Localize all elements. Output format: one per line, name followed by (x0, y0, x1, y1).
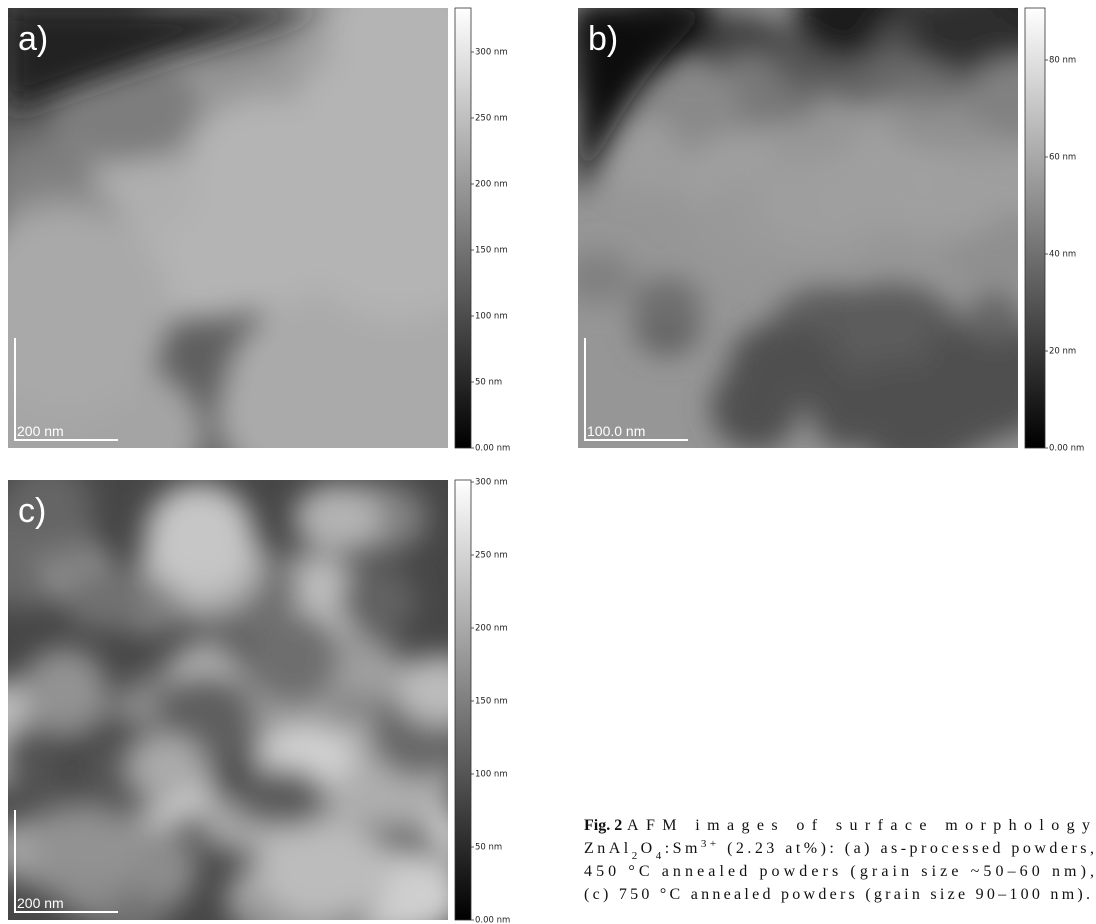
grain (22, 648, 108, 734)
grain (966, 59, 1065, 138)
colorbar-tick-label: 300 nm (475, 48, 508, 58)
colorbar (1025, 8, 1045, 448)
colorbar-tick-label: 100 nm (475, 312, 508, 322)
grain (698, 134, 770, 186)
caption-text: :Sm (665, 840, 698, 857)
grain (233, 767, 327, 828)
colorbar-tick-label: 100 nm (475, 770, 508, 780)
grain (245, 611, 342, 705)
afm-image (546, 0, 1074, 473)
colorbar-tick-label: 0.00 nm (475, 444, 510, 454)
grain (711, 364, 799, 452)
grain (257, 823, 393, 920)
caption-text: 3+ (701, 838, 716, 850)
colorbar-tick-label: 300 nm (475, 478, 508, 488)
grain (335, 639, 402, 704)
grain (861, 390, 974, 473)
afm-image (0, 0, 569, 514)
afm-image (0, 463, 486, 924)
scale-bar-label: 200 nm (17, 423, 64, 439)
grain (562, 251, 634, 304)
colorbar-tick-label: 50 nm (475, 843, 502, 853)
grain (773, 40, 819, 84)
panel-label: b) (588, 20, 618, 58)
caption-label: Fig. 2 (584, 817, 622, 834)
caption-text: ZnAl (584, 840, 629, 857)
grain (632, 278, 702, 333)
colorbar-tick-label: 200 nm (475, 180, 508, 190)
grain (30, 812, 147, 886)
colorbar-tick-label: 50 nm (475, 378, 502, 388)
colorbar-tick-label: 60 nm (1049, 153, 1076, 163)
grain (128, 734, 205, 801)
caption-line: 450 °C annealed powders (grain size ~50–… (584, 863, 1094, 880)
caption-text: AFM images of surface morphology (627, 817, 1090, 834)
caption-text: O (641, 840, 653, 857)
grain (395, 655, 486, 724)
panel-label: c) (18, 492, 46, 530)
scale-bar-label: 100.0 nm (587, 423, 645, 439)
colorbar (455, 8, 471, 448)
colorbar-tick-label: 80 nm (1049, 56, 1076, 66)
colorbar-tick-label: 40 nm (1049, 250, 1076, 260)
scale-bar-label: 200 nm (17, 895, 64, 911)
caption-text: (c) 750 °C annealed powders (grain size … (584, 886, 1090, 903)
colorbar-tick-label: 200 nm (475, 624, 508, 634)
colorbar-tick-label: 20 nm (1049, 347, 1076, 357)
colorbar-tick-label: 250 nm (475, 551, 508, 561)
grain (145, 483, 255, 591)
grain (818, 161, 908, 234)
grain (1, 463, 93, 549)
grain (968, 291, 1022, 342)
colorbar-tick-label: 0.00 nm (1049, 444, 1084, 454)
page: {"panels":[ {"label":"a)","scale_bar":"2… (0, 0, 1096, 924)
grain (62, 570, 149, 630)
colorbar (455, 480, 471, 920)
grain (294, 484, 381, 554)
caption-text: 4 (656, 850, 662, 862)
caption-text: 450 °C annealed powders (grain size ~50–… (584, 863, 1094, 880)
caption-line: (c) 750 °C annealed powders (grain size … (584, 886, 1090, 903)
panel-label: a) (18, 20, 48, 58)
grain (339, 565, 415, 636)
grain (847, 293, 927, 369)
caption-text: (2.23 at%): (a) as-processed powders, (720, 840, 1094, 857)
caption-text: 2 (632, 850, 638, 862)
colorbar-tick-label: 250 nm (475, 114, 508, 124)
caption-line: AFM images of surface morphology (627, 817, 1090, 834)
colorbar-tick-label: 0.00 nm (475, 916, 510, 924)
colorbar-tick-label: 150 nm (475, 697, 508, 707)
colorbar-tick-label: 150 nm (475, 246, 508, 256)
figure: a)200 nm300 nm250 nm200 nm150 nm100 nm50… (0, 0, 1096, 924)
